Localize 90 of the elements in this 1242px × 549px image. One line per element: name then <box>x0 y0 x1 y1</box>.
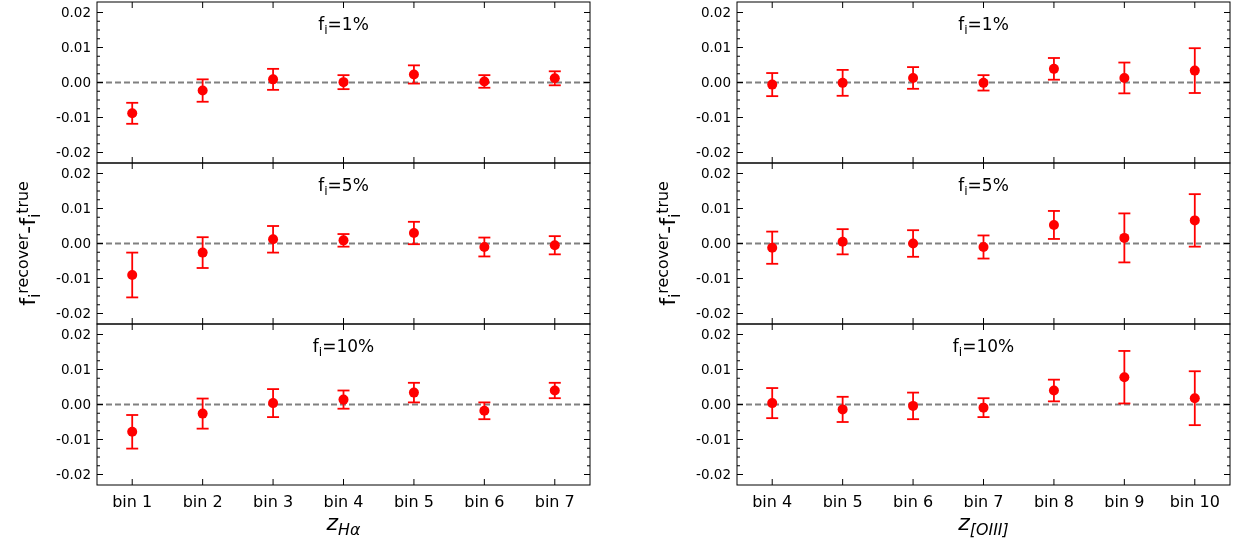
text: f$_{i}$=1% <box>318 14 369 37</box>
point <box>978 77 989 88</box>
point <box>479 405 490 416</box>
y-tick-label: 0.00 <box>60 74 91 91</box>
y-tick-label: 0.00 <box>60 396 91 413</box>
point <box>767 398 778 409</box>
point <box>127 426 138 437</box>
point <box>837 77 848 88</box>
x-tick-label: bin 1 <box>112 492 153 511</box>
y-tick-label: -0.02 <box>56 144 91 161</box>
point <box>1189 215 1200 226</box>
y-tick-label: -0.01 <box>696 109 731 126</box>
point <box>197 85 208 96</box>
y-tick-label: 0.01 <box>60 200 91 217</box>
point <box>1189 393 1200 404</box>
point <box>268 398 279 409</box>
point <box>127 108 138 119</box>
x-tick-label: bin 5 <box>393 492 434 511</box>
y-tick-label: 0.02 <box>700 165 731 182</box>
point <box>408 69 419 80</box>
point <box>908 400 919 411</box>
y-tick-label: -0.02 <box>56 305 91 322</box>
x-tick-label: bin 4 <box>752 492 793 511</box>
point <box>1048 63 1059 74</box>
y-tick-label: -0.01 <box>696 270 731 287</box>
y-tick-label: -0.02 <box>696 144 731 161</box>
x-tick-label: bin 5 <box>822 492 863 511</box>
x-tick-label: bin 7 <box>963 492 1004 511</box>
x-tick-label: bin 10 <box>1169 492 1220 511</box>
x-tick-label: bin 2 <box>182 492 223 511</box>
point <box>549 240 560 251</box>
y-tick-label: 0.01 <box>700 200 731 217</box>
point <box>1048 219 1059 230</box>
y-tick-label: 0.02 <box>60 4 91 21</box>
point <box>197 408 208 419</box>
y-tick-label: 0.01 <box>60 361 91 378</box>
y-tick-label: 0.02 <box>700 326 731 343</box>
point <box>767 79 778 90</box>
text: f$_{i}$=10% <box>952 336 1015 359</box>
y-tick-label: -0.02 <box>696 466 731 483</box>
x-tick-label: bin 8 <box>1033 492 1074 511</box>
point <box>268 234 279 245</box>
point <box>408 387 419 398</box>
y-tick-label: 0.02 <box>60 165 91 182</box>
point <box>479 242 490 252</box>
x-tick-label: bin 4 <box>323 492 364 511</box>
point <box>908 72 919 83</box>
text: f$_{i}$=5% <box>318 175 369 198</box>
y-tick-label: 0.00 <box>700 396 731 413</box>
y-tick-label: -0.02 <box>696 305 731 322</box>
y-tick-label: -0.01 <box>56 431 91 448</box>
x-tick-label: bin 3 <box>253 492 294 511</box>
y-tick-label: -0.02 <box>56 466 91 483</box>
point <box>837 236 848 247</box>
y-tick-label: 0.02 <box>700 4 731 21</box>
x-tick-label: bin 6 <box>464 492 505 511</box>
y-tick-label: 0.01 <box>700 39 731 56</box>
y-tick-label: -0.01 <box>56 270 91 287</box>
point <box>127 270 138 280</box>
y-tick-label: 0.02 <box>60 326 91 343</box>
point <box>1119 72 1130 83</box>
point <box>978 242 989 252</box>
x-axis-title: z$_{Hα}$ <box>325 510 362 539</box>
point <box>978 402 989 413</box>
point <box>268 74 279 85</box>
point <box>197 247 208 258</box>
y-tick-label: 0.01 <box>60 39 91 56</box>
text: f$_{i}$=1% <box>958 14 1009 37</box>
x-tick-label: bin 7 <box>534 492 575 511</box>
y-tick-label: 0.00 <box>700 235 731 252</box>
point <box>338 394 349 405</box>
text: f$_{i}$=5% <box>958 175 1009 198</box>
y-tick-label: 0.01 <box>700 361 731 378</box>
point <box>1119 232 1130 243</box>
y-tick-label: -0.01 <box>56 109 91 126</box>
y-tick-label: 0.00 <box>60 235 91 252</box>
x-axis-title: z$_{[OIII]}$ <box>957 510 1009 539</box>
point <box>1048 385 1059 396</box>
point <box>837 404 848 415</box>
y-tick-label: 0.00 <box>700 74 731 91</box>
point <box>549 385 560 396</box>
point <box>1119 372 1130 383</box>
x-tick-label: bin 9 <box>1104 492 1145 511</box>
x-tick-label: bin 6 <box>893 492 934 511</box>
point <box>767 242 778 253</box>
point <box>908 238 919 249</box>
y-tick-label: -0.01 <box>696 431 731 448</box>
text: f$_{i}$=10% <box>312 336 375 359</box>
point <box>408 228 419 238</box>
point <box>1189 65 1200 76</box>
